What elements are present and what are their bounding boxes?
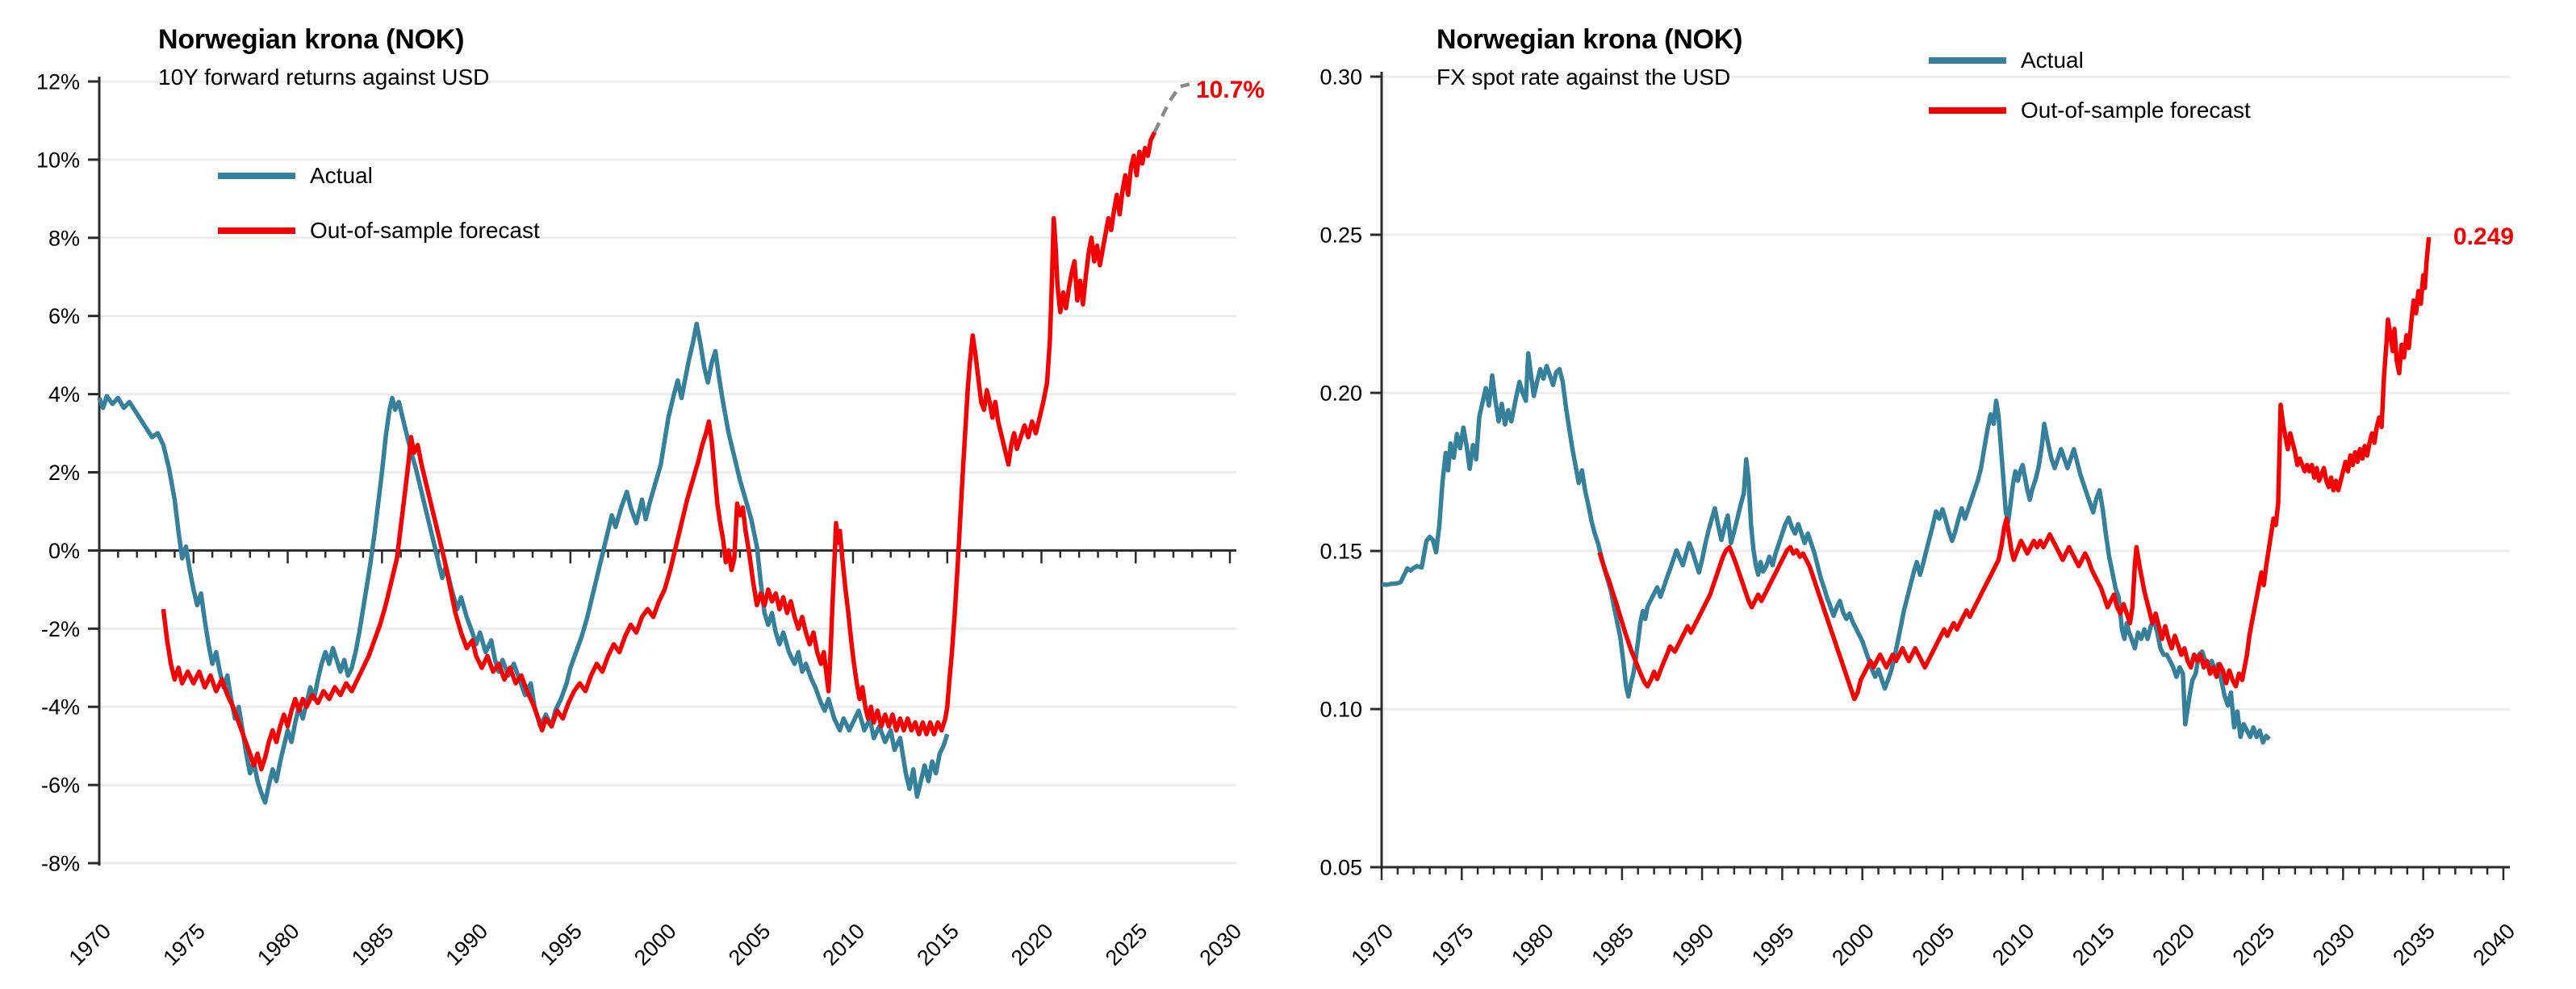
legend-item-forecast: Out-of-sample forecast	[218, 213, 540, 248]
y-tick-label: 4%	[48, 382, 80, 407]
x-tick-label: 1990	[441, 919, 493, 970]
actual-line-swatch	[1929, 57, 2006, 64]
x-tick-label: 1970	[65, 919, 116, 970]
x-tick-label: 2010	[818, 919, 870, 970]
legend: Actual Out-of-sample forecast	[218, 158, 540, 248]
x-tick-label: 2005	[1908, 919, 1959, 970]
forecast-line	[161, 131, 1157, 772]
forecast-line-swatch	[1929, 107, 2006, 114]
x-tick-label: 2035	[2388, 919, 2440, 970]
x-tick-label: 2030	[1195, 919, 1247, 970]
x-tick-label: 2005	[724, 919, 776, 970]
x-tick-label: 1985	[347, 919, 399, 970]
legend-item-actual: Actual	[218, 158, 540, 194]
x-tick-label: 2015	[2068, 919, 2119, 970]
actual-line-swatch	[218, 173, 295, 179]
x-tick-label: 1985	[1587, 919, 1638, 970]
chart-forward-returns: 12% 10% 8% 6% 4% 2% 0% -2% -4% -6% -8% 1970 1975 1980…	[36, 24, 1265, 970]
x-tick-label: 1990	[1667, 919, 1719, 970]
y-tick-label: 8%	[48, 226, 80, 250]
x-tick-label: 2015	[912, 919, 964, 970]
actual-line	[97, 321, 950, 805]
x-tick-label: 2025	[2228, 919, 2280, 970]
legend: Actual Out-of-sample forecast	[1929, 43, 2251, 128]
legend-label-forecast: Out-of-sample forecast	[310, 218, 540, 243]
chart-title: Norwegian krona (NOK)	[1436, 24, 1743, 55]
forecast-line	[1597, 236, 2432, 702]
x-tick-label: 2010	[1988, 919, 2039, 970]
y-tick-label: 6%	[48, 304, 80, 328]
x-tick-label: 1975	[158, 919, 210, 970]
forecast-end-value-label: 10.7%	[1196, 77, 1265, 103]
fx-spot-plot-area: 0.30 0.25 0.20 0.15 0.10 0.05 1970 1975 1980 1985…	[1319, 65, 2520, 970]
legend-label-actual: Actual	[2021, 48, 2084, 73]
y-tick-label: 0.05	[1319, 855, 1362, 879]
forecast-line-swatch	[218, 227, 295, 234]
chart-subtitle: FX spot rate against the USD	[1436, 65, 1731, 90]
y-tick-label: 0.10	[1319, 697, 1362, 721]
chart-subtitle: 10Y forward returns against USD	[158, 65, 490, 90]
y-tick-label: 12%	[36, 69, 80, 94]
y-tick-label: -6%	[41, 774, 80, 798]
y-tick-label: -2%	[41, 617, 80, 641]
chart-fx-spot-rate: 0.30 0.25 0.20 0.15 0.10 0.05 1970 1975 1980 1985…	[1288, 0, 2576, 989]
forecast-end-value-label: 0.249	[2453, 223, 2515, 250]
legend-label-actual: Actual	[310, 163, 373, 188]
y-tick-label: -8%	[41, 851, 80, 875]
y-tick-label: 0.25	[1319, 223, 1362, 247]
x-tick-label: 2025	[1101, 919, 1152, 970]
y-tick-label: 0%	[48, 539, 80, 563]
x-tick-label: 2000	[629, 919, 681, 970]
legend-label-forecast: Out-of-sample forecast	[2021, 98, 2251, 123]
y-tick-label: 0.15	[1319, 539, 1362, 563]
y-tick-label: 10%	[36, 148, 80, 172]
forecast-leader-line	[1152, 82, 1190, 133]
x-tick-label: 2030	[2308, 919, 2360, 970]
y-tick-label: -4%	[41, 695, 80, 720]
x-tick-label: 2020	[1006, 919, 1058, 970]
x-tick-label: 2020	[2147, 919, 2199, 970]
y-tick-label: 0.20	[1319, 381, 1362, 405]
x-tick-label: 1975	[1427, 919, 1478, 970]
x-tick-label: 2000	[1827, 919, 1879, 970]
x-tick-label: 1970	[1347, 919, 1399, 970]
actual-line	[1381, 351, 2272, 745]
x-tick-label: 1980	[253, 919, 304, 970]
chart-title: Norwegian krona (NOK)	[158, 24, 465, 55]
legend-item-forecast: Out-of-sample forecast	[1929, 93, 2251, 128]
y-tick-label: 0.30	[1319, 65, 1362, 89]
x-tick-label: 2040	[2469, 919, 2520, 970]
x-tick-label: 1980	[1507, 919, 1558, 970]
forward-returns-plot-area: 12% 10% 8% 6% 4% 2% 0% -2% -4% -6% -8% 1970 1975 1980…	[36, 69, 1247, 970]
x-tick-label: 1995	[535, 919, 587, 970]
x-tick-label: 1995	[1747, 919, 1799, 970]
legend-item-actual: Actual	[1929, 43, 2251, 78]
y-tick-label: 2%	[48, 461, 80, 485]
